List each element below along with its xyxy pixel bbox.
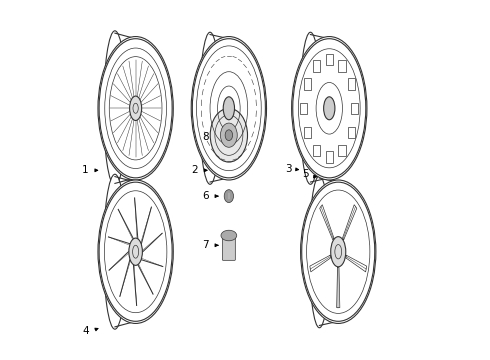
Bar [326,54,333,65]
Bar [300,103,307,114]
Ellipse shape [221,230,237,241]
Bar [348,127,355,138]
Bar [313,60,320,72]
Text: 8: 8 [202,132,209,142]
Ellipse shape [210,108,247,162]
Ellipse shape [103,174,126,329]
Polygon shape [346,255,367,272]
Ellipse shape [323,97,335,120]
Ellipse shape [191,37,267,180]
Text: 1: 1 [82,165,89,175]
Text: 6: 6 [202,191,209,201]
Ellipse shape [129,238,143,265]
Bar [303,127,311,138]
Bar [303,78,311,90]
Bar [313,145,320,156]
Text: 4: 4 [82,325,89,336]
Ellipse shape [331,237,346,267]
Ellipse shape [300,32,321,184]
Ellipse shape [309,176,330,328]
Ellipse shape [220,123,237,147]
FancyBboxPatch shape [222,235,235,260]
Ellipse shape [223,97,235,120]
Polygon shape [337,267,340,308]
Bar [339,60,345,72]
Bar [351,103,359,114]
Polygon shape [343,205,357,240]
Text: 5: 5 [303,168,309,179]
Text: 2: 2 [192,165,198,175]
Ellipse shape [103,31,126,186]
Ellipse shape [129,96,142,121]
Ellipse shape [300,180,376,323]
Ellipse shape [224,190,234,203]
Ellipse shape [225,130,233,140]
Bar [348,78,355,90]
Bar [326,151,333,163]
Text: 3: 3 [285,164,292,174]
Ellipse shape [292,37,367,180]
Polygon shape [310,255,331,272]
Ellipse shape [199,32,220,184]
Ellipse shape [98,37,173,180]
Ellipse shape [98,180,173,323]
Bar [339,145,345,156]
Polygon shape [319,205,334,240]
Text: 7: 7 [202,240,209,250]
